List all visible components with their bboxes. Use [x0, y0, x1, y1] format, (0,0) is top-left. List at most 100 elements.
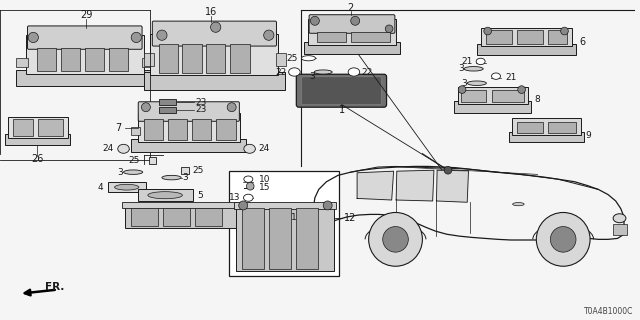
Bar	[168, 119, 187, 140]
Bar	[8, 117, 68, 138]
Bar	[236, 205, 334, 271]
FancyBboxPatch shape	[296, 74, 387, 107]
Bar	[131, 208, 158, 226]
Bar	[242, 208, 264, 269]
Bar	[163, 208, 190, 226]
Ellipse shape	[244, 176, 253, 182]
Text: 22: 22	[275, 68, 287, 77]
Text: 6: 6	[579, 37, 586, 47]
Circle shape	[383, 227, 408, 252]
Bar	[26, 35, 144, 74]
Circle shape	[310, 16, 319, 25]
Text: 24: 24	[258, 144, 269, 153]
Bar	[548, 30, 567, 44]
Ellipse shape	[513, 203, 524, 206]
Bar	[85, 48, 104, 71]
Text: 21: 21	[461, 57, 472, 66]
Polygon shape	[396, 170, 434, 201]
Bar	[296, 208, 318, 269]
Bar	[317, 32, 346, 42]
Ellipse shape	[289, 68, 300, 76]
Circle shape	[323, 201, 332, 210]
Bar	[351, 32, 390, 42]
Bar	[517, 30, 543, 44]
Ellipse shape	[476, 58, 485, 65]
Circle shape	[518, 86, 525, 93]
Bar	[492, 90, 524, 102]
Circle shape	[141, 103, 150, 112]
Text: 25: 25	[192, 166, 204, 175]
Bar	[37, 48, 56, 71]
Bar	[109, 48, 128, 71]
Circle shape	[550, 227, 576, 252]
Polygon shape	[357, 171, 394, 200]
Text: 10: 10	[259, 175, 271, 184]
Bar	[304, 42, 400, 54]
Text: 4: 4	[98, 183, 104, 192]
Circle shape	[444, 166, 452, 174]
Text: 11: 11	[291, 213, 303, 222]
FancyBboxPatch shape	[152, 21, 276, 46]
Circle shape	[369, 212, 422, 266]
Bar	[216, 119, 236, 140]
Circle shape	[239, 201, 248, 210]
Ellipse shape	[467, 81, 486, 85]
Ellipse shape	[115, 184, 139, 190]
Ellipse shape	[118, 144, 129, 153]
Circle shape	[458, 86, 466, 93]
Circle shape	[246, 182, 254, 190]
Polygon shape	[436, 170, 468, 202]
Circle shape	[131, 32, 141, 43]
Text: 5: 5	[197, 191, 203, 200]
FancyBboxPatch shape	[138, 102, 239, 121]
Ellipse shape	[314, 70, 332, 74]
Circle shape	[28, 32, 38, 43]
Bar	[517, 122, 543, 133]
Text: T0A4B1000C: T0A4B1000C	[584, 307, 634, 316]
Bar	[142, 58, 154, 67]
Ellipse shape	[492, 73, 500, 79]
Bar	[206, 44, 225, 73]
Text: 3: 3	[182, 173, 188, 182]
Bar	[144, 119, 163, 140]
Ellipse shape	[124, 170, 143, 174]
Text: 25: 25	[128, 156, 140, 165]
Text: 3: 3	[309, 72, 315, 81]
FancyBboxPatch shape	[301, 77, 381, 105]
Ellipse shape	[148, 192, 182, 199]
Bar	[276, 53, 286, 66]
Bar	[5, 134, 70, 145]
Circle shape	[264, 30, 274, 40]
Bar	[548, 122, 576, 133]
Bar	[144, 72, 285, 90]
Bar	[234, 202, 336, 209]
Bar	[13, 119, 33, 136]
Circle shape	[484, 27, 492, 35]
Text: 22: 22	[362, 68, 373, 77]
Bar	[181, 167, 189, 174]
Circle shape	[351, 16, 360, 25]
Bar	[122, 202, 240, 208]
Bar	[16, 70, 154, 86]
Bar	[458, 87, 528, 104]
Bar	[613, 224, 627, 235]
Bar	[192, 119, 211, 140]
Text: FR.: FR.	[45, 282, 64, 292]
Bar	[159, 107, 176, 113]
Text: 21: 21	[506, 73, 517, 82]
Circle shape	[211, 22, 221, 32]
Text: 24: 24	[102, 144, 114, 153]
Text: 3: 3	[117, 168, 123, 177]
Bar	[477, 44, 576, 55]
Circle shape	[227, 103, 236, 112]
Ellipse shape	[464, 67, 483, 71]
Bar	[269, 208, 291, 269]
Bar	[131, 127, 140, 135]
Ellipse shape	[348, 68, 360, 76]
Text: 14: 14	[240, 213, 252, 222]
Bar	[230, 44, 250, 73]
Text: 26: 26	[31, 154, 44, 164]
Bar	[138, 189, 193, 201]
Bar	[108, 182, 146, 192]
Ellipse shape	[162, 175, 181, 180]
